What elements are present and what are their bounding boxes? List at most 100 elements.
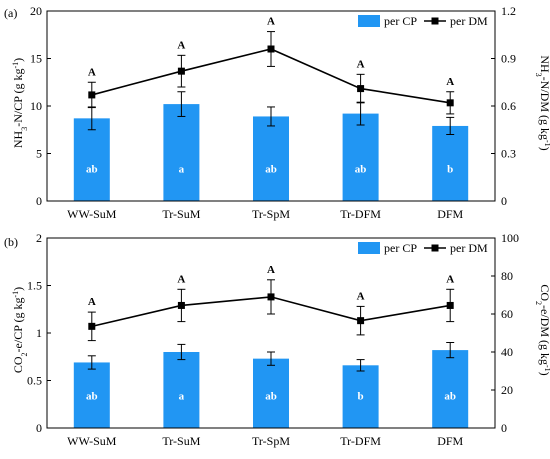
y-axis-label-right-part: ) [538,147,550,151]
x-tick-label: DFM [437,207,463,221]
y-axis-label-left-part: -1 [11,291,20,298]
left-tick-label: 1.5 [27,279,42,293]
right-tick-label: 0.9 [501,52,516,66]
y-axis-label-right: NH3-N/DM (g kg-1) [535,55,550,150]
y-axis-label-left-part: ) [11,287,25,291]
y-axis-label-left-part: -e/CP (g kg [11,298,25,353]
y-axis-label-left-part: -N/CP (g kg [11,69,25,127]
bar [343,114,379,201]
legend-label-bar: per CP [384,241,417,255]
y-axis-label-left: CO2-e/CP (g kg-1) [11,287,29,373]
y-axis-label-right-part: CO [538,284,550,301]
left-tick-label: 2 [36,231,42,245]
y-axis-label-left-part: CO [11,356,25,373]
line-significance-label: A [177,273,185,285]
legend-label-bar: per CP [384,14,417,28]
legend-label-line: per DM [450,14,488,28]
y-axis-label-left-part: NH [11,130,25,148]
line-point [268,293,275,300]
right-tick-label: 0.6 [501,99,516,113]
left-tick-label: 0.5 [27,374,42,388]
line-point [357,85,364,92]
legend-swatch-marker [432,245,439,252]
left-tick-label: 1 [36,326,42,340]
bar [432,350,468,428]
x-tick-label: Tr-SuM [162,207,200,221]
left-tick-label: 20 [30,4,42,18]
x-tick-label: WW-SuM [67,434,117,448]
line-significance-label: A [88,66,96,78]
panel-label: (a) [4,6,17,20]
y-axis-label-right-part: -1 [544,365,550,372]
bar-significance-label: ab [265,164,277,176]
bar-significance-label: ab [86,164,98,176]
line-point [447,302,454,309]
legend-swatch-bar [358,15,380,27]
left-tick-label: 0 [36,194,42,208]
panel-label: (b) [4,235,18,249]
right-tick-label: 0 [501,421,507,435]
right-tick-label: 0.3 [501,147,516,161]
line-point [357,317,364,324]
left-tick-label: 15 [30,52,42,66]
line-point [178,302,185,309]
right-tick-label: 60 [501,307,513,321]
bar-significance-label: ab [444,391,456,403]
line-point [88,91,95,98]
legend-label-line: per DM [450,241,488,255]
bar-significance-label: ab [355,164,367,176]
line-point [447,99,454,106]
bar [163,104,199,201]
line-point [268,46,275,53]
x-tick-label: Tr-SpM [252,434,290,448]
right-tick-label: 80 [501,269,513,283]
line-significance-label: A [357,290,365,302]
right-tick-label: 1.2 [501,4,516,18]
line-point [178,68,185,75]
right-tick-label: 100 [501,231,519,245]
y-axis-label-right-part: NH [538,55,550,73]
line-significance-label: A [357,58,365,70]
bar-significance-label: a [179,164,185,176]
bar-significance-label: ab [265,391,277,403]
y-axis-label-right-part: ) [538,372,550,376]
bar-significance-label: b [447,164,453,176]
bar-significance-label: b [358,391,364,403]
bar [253,116,289,201]
right-tick-label: 40 [501,345,513,359]
bar-significance-label: a [179,391,185,403]
line-point [88,323,95,330]
line-significance-label: A [446,273,454,285]
line-significance-label: A [267,264,275,276]
line-significance-label: A [446,76,454,88]
left-tick-label: 0 [36,421,42,435]
legend-swatch-bar [358,242,380,254]
y-axis-label-left-part: -1 [11,62,20,69]
legend-swatch-marker [432,18,439,25]
panel-a: (a) ab a ab ab b A A A A A 0 5 10 15 20 0 0.3 0.6 0.9 1.2 WW-… [4,4,516,221]
line-significance-label: A [177,39,185,51]
x-tick-label: Tr-SuM [162,434,200,448]
y-axis-label-left-part: ) [11,58,25,62]
y-axis-label-right-part: -N/DM (g kg [538,77,550,140]
y-axis-label-right: CO2-e/DM (g kg-1) [535,284,550,375]
right-tick-label: 0 [501,194,507,208]
line-significance-label: A [88,296,96,308]
y-axis-label-right-part: -e/DM (g kg [538,305,550,365]
x-tick-label: Tr-SpM [252,207,290,221]
x-tick-label: Tr-DFM [340,434,381,448]
x-tick-label: DFM [437,434,463,448]
bar [74,118,110,201]
left-tick-label: 10 [30,99,42,113]
line-significance-label: A [267,16,275,28]
right-tick-label: 20 [501,383,513,397]
x-tick-label: WW-SuM [67,207,117,221]
y-axis-label-left: NH3-N/CP (g kg-1) [11,58,29,148]
left-tick-label: 5 [36,147,42,161]
x-tick-label: Tr-DFM [340,207,381,221]
bar-significance-label: ab [86,391,98,403]
y-axis-label-right-part: -1 [544,140,550,147]
